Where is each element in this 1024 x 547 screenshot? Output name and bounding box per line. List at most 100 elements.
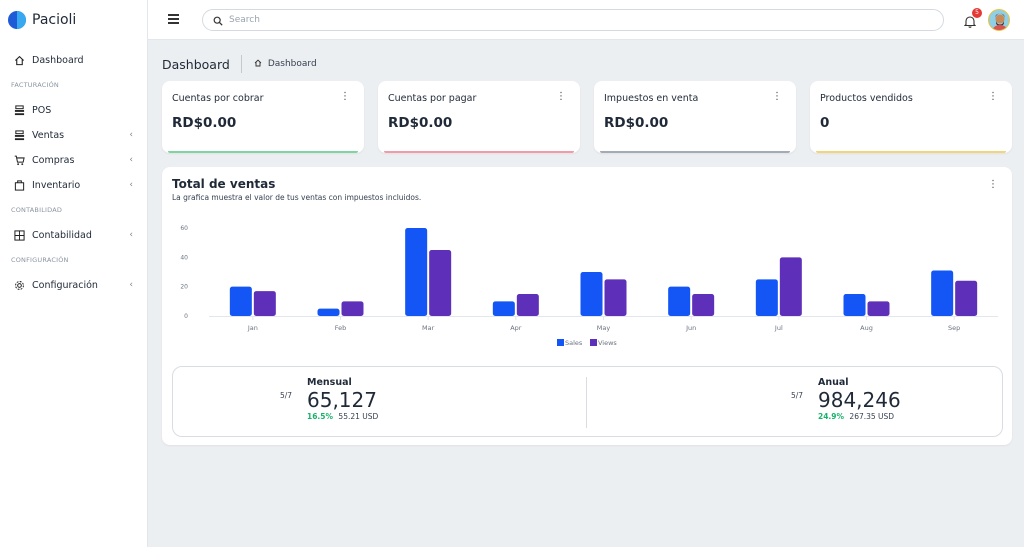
search-icon	[213, 11, 223, 30]
home-icon	[14, 55, 25, 66]
x-tick-label: Aug	[860, 324, 873, 332]
sidebar-item-configuracion[interactable]: Configuración ‹	[0, 273, 147, 298]
bar-sales	[229, 286, 252, 316]
search-bar[interactable]	[202, 9, 944, 31]
summary-meta: 24.9% 267.35 USD	[818, 412, 901, 421]
sidebar-item-label: Configuración	[32, 280, 98, 291]
bar-views	[955, 280, 978, 316]
stat-label: Cuentas por pagar	[388, 93, 477, 104]
more-options-icon[interactable]: ⋮	[340, 91, 350, 102]
sidebar-item-label: Dashboard	[32, 55, 84, 66]
x-tick-label: Mar	[422, 324, 435, 332]
sidebar-item-inventario[interactable]: Inventario ‹	[0, 173, 147, 198]
legend-swatch	[590, 339, 597, 346]
breadcrumb-label: Dashboard	[267, 59, 317, 69]
bar-sales	[931, 270, 954, 316]
bar-views	[779, 257, 802, 316]
y-tick-label: 40	[180, 254, 188, 261]
bar-views	[516, 294, 539, 316]
sidebar-item-dashboard[interactable]: Dashboard	[0, 48, 147, 73]
sidebar-item-label: Compras	[32, 155, 75, 166]
sales-card: Total de ventas La grafica muestra el va…	[162, 167, 1012, 445]
chevron-left-icon: ‹	[129, 130, 133, 140]
section-configuracion: CONFIGURACIÓN	[11, 256, 69, 264]
stat-value: RD$0.00	[604, 115, 669, 131]
chevron-left-icon: ‹	[129, 230, 133, 240]
notifications-button[interactable]: 5	[963, 8, 982, 28]
summary-value-row: 5/7 65,127	[280, 388, 378, 412]
box-icon	[14, 180, 25, 191]
sales-title: Total de ventas	[172, 177, 276, 191]
x-tick-label: Jun	[685, 324, 696, 332]
sales-subtitle: La grafica muestra el valor de tus venta…	[172, 193, 422, 202]
stat-card-cuentas-por-pagar: Cuentas por pagar RD$0.00 ⋮	[378, 81, 580, 153]
chevron-left-icon: ‹	[129, 280, 133, 290]
stat-label: Cuentas por cobrar	[172, 93, 264, 104]
sidebar-item-label: Inventario	[32, 180, 81, 191]
y-tick-label: 20	[180, 284, 188, 291]
stat-value: 0	[820, 115, 830, 131]
bar-sales	[843, 294, 866, 316]
bar-views	[867, 301, 890, 316]
more-options-icon[interactable]: ⋮	[988, 179, 998, 190]
y-tick-label: 60	[180, 225, 188, 232]
breadcrumb-divider	[240, 55, 242, 73]
search-input[interactable]	[229, 15, 929, 25]
legend-label: Sales	[565, 339, 583, 347]
stat-card-impuestos-en-venta: Impuestos en venta RD$0.00 ⋮	[594, 81, 796, 153]
bar-sales	[492, 301, 515, 316]
summary-annual: Anual 5/7 984,246 24.9% 267.35 USD	[791, 377, 901, 421]
x-tick-label: Jul	[774, 324, 783, 332]
bar-views	[692, 294, 715, 316]
register-icon	[14, 130, 25, 141]
bar-sales	[317, 308, 340, 316]
user-avatar[interactable]	[988, 9, 1010, 31]
sidebar-item-label: Ventas	[32, 130, 65, 141]
legend-label: Views	[598, 339, 617, 347]
bar-sales	[668, 286, 691, 316]
bar-views	[341, 301, 364, 316]
sidebar-item-label: POS	[32, 105, 52, 116]
summary-usd: 267.35 USD	[849, 412, 895, 421]
menu-toggle-icon[interactable]	[168, 14, 179, 24]
summary-percent: 16.5%	[307, 412, 334, 421]
summary-date: 5/7	[280, 391, 293, 400]
summary-monthly: Mensual 5/7 65,127 16.5% 55.21 USD	[280, 377, 378, 421]
stat-accent-bar	[384, 151, 574, 153]
bell-icon	[963, 13, 977, 32]
sidebar-item-compras[interactable]: Compras ‹	[0, 148, 147, 173]
summary-value: 984,246	[818, 388, 901, 412]
breadcrumb[interactable]: Dashboard	[254, 59, 317, 70]
sidebar-item-pos[interactable]: POS	[0, 98, 147, 123]
sidebar-item-ventas[interactable]: Ventas ‹	[0, 123, 147, 148]
summary-value-row: 5/7 984,246	[791, 388, 901, 412]
bar-sales	[755, 279, 778, 316]
summary-meta: 16.5% 55.21 USD	[307, 412, 378, 421]
summary-date: 5/7	[791, 391, 804, 400]
main-content: Dashboard Dashboard Cuentas por cobrar R…	[148, 40, 1024, 547]
x-tick-label: May	[597, 324, 611, 332]
summary-percent: 24.9%	[818, 412, 845, 421]
more-options-icon[interactable]: ⋮	[556, 91, 566, 102]
bar-views	[429, 250, 452, 316]
bar-sales	[405, 228, 428, 316]
more-options-icon[interactable]: ⋮	[988, 91, 998, 102]
x-tick-label: Sep	[948, 324, 960, 332]
stat-accent-bar	[816, 151, 1006, 153]
pacioli-logo-icon	[8, 11, 26, 29]
stat-card-cuentas-por-cobrar: Cuentas por cobrar RD$0.00 ⋮	[162, 81, 364, 153]
summary-period-label: Anual	[818, 377, 849, 388]
home-icon	[254, 59, 262, 70]
stat-accent-bar	[600, 151, 790, 153]
stat-label: Productos vendidos	[820, 93, 913, 104]
sidebar-nav: Dashboard FACTURACIÓN POS Ventas ‹ Compr…	[0, 40, 147, 298]
chevron-left-icon: ‹	[129, 180, 133, 190]
brand-name: Pacioli	[32, 12, 77, 28]
more-options-icon[interactable]: ⋮	[772, 91, 782, 102]
brand[interactable]: Pacioli	[0, 0, 147, 40]
summary-divider	[586, 377, 587, 428]
gear-icon	[14, 280, 25, 291]
stat-value: RD$0.00	[172, 115, 237, 131]
sidebar-item-contabilidad[interactable]: Contabilidad ‹	[0, 223, 147, 248]
cart-icon	[14, 155, 25, 166]
